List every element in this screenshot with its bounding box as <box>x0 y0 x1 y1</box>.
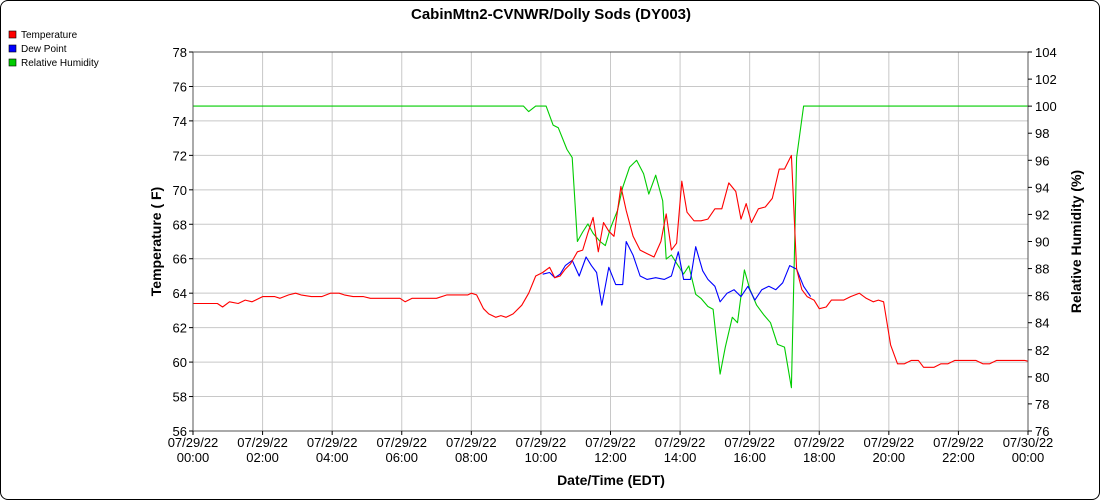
y-tick-label: 78 <box>173 45 187 60</box>
x-tick-label-time: 12:00 <box>594 450 627 465</box>
x-tick-label-date: 07/30/22 <box>1003 435 1054 450</box>
y-axis-title: Temperature ( F) <box>148 187 164 296</box>
legend-swatch-temperature <box>8 30 17 39</box>
y-tick-label: 60 <box>173 355 187 370</box>
x-tick-label-date: 07/29/22 <box>307 435 358 450</box>
y2-tick-label: 90 <box>1035 235 1049 250</box>
y-tick-label: 68 <box>173 217 187 232</box>
legend-item-temperature[interactable]: Temperature <box>8 30 78 41</box>
y2-tick-label: 96 <box>1035 153 1049 168</box>
x-tick-label-date: 07/29/22 <box>168 435 219 450</box>
series-line-dew-point <box>542 240 812 306</box>
x-tick-label-date: 07/29/22 <box>446 435 497 450</box>
y-tick-label: 76 <box>173 79 187 94</box>
y2-tick-label: 102 <box>1035 72 1057 87</box>
y2-tick-label: 88 <box>1035 262 1049 277</box>
y2-tick-label: 98 <box>1035 126 1049 141</box>
x-tick-label-date: 07/29/22 <box>516 435 567 450</box>
x-tick-label-date: 07/29/22 <box>794 435 845 450</box>
y-tick-label: 58 <box>173 390 187 405</box>
y2-tick-label: 104 <box>1035 45 1057 60</box>
y2-tick-label: 80 <box>1035 370 1049 385</box>
legend-label-temperature: Temperature <box>21 30 78 41</box>
y2-tick-label: 92 <box>1035 207 1049 222</box>
y2-tick-label: 78 <box>1035 397 1049 412</box>
x-tick-label-date: 07/29/22 <box>376 435 427 450</box>
x-tick-label-time: 14:00 <box>664 450 697 465</box>
y-tick-label: 64 <box>173 286 187 301</box>
x-tick-label-time: 00:00 <box>1012 450 1045 465</box>
legend-swatch-relative-humidity <box>8 58 17 67</box>
y-tick-label: 74 <box>173 114 187 129</box>
x-tick-label-time: 20:00 <box>873 450 906 465</box>
gridlines <box>192 51 1029 432</box>
x-tick-label-date: 07/29/22 <box>585 435 636 450</box>
legend-item-dew-point[interactable]: Dew Point <box>8 44 67 55</box>
legend-label-relative-humidity: Relative Humidity <box>21 58 99 69</box>
x-tick-label-date: 07/29/22 <box>864 435 915 450</box>
x-tick-label-date: 07/29/22 <box>655 435 706 450</box>
x-tick-label-date: 07/29/22 <box>237 435 288 450</box>
x-tick-label-date: 07/29/22 <box>933 435 984 450</box>
y2-tick-label: 82 <box>1035 343 1049 358</box>
y-tick-label: 56 <box>173 424 187 439</box>
y2-tick-label: 76 <box>1035 424 1049 439</box>
legend-label-dew-point: Dew Point <box>21 44 67 55</box>
series-line-relative-humidity <box>193 105 1028 389</box>
y-tick-label: 66 <box>173 252 187 267</box>
series-line-temperature <box>193 154 1028 368</box>
y2-tick-label: 94 <box>1035 180 1049 195</box>
y2-tick-label: 86 <box>1035 289 1049 304</box>
y-tick-label: 72 <box>173 148 187 163</box>
x-tick-label-time: 02:00 <box>246 450 279 465</box>
axis-ticks: 07/29/2200:0007/29/2202:0007/29/2204:000… <box>168 45 1057 465</box>
x-tick-label-date: 07/29/22 <box>724 435 775 450</box>
legend-item-relative-humidity[interactable]: Relative Humidity <box>8 58 99 69</box>
y-tick-label: 70 <box>173 183 187 198</box>
x-tick-label-time: 04:00 <box>316 450 349 465</box>
y2-tick-label: 100 <box>1035 99 1057 114</box>
y2-axis-title: Relative Humidity (%) <box>1068 170 1084 313</box>
chart-title: CabinMtn2-CVNWR/Dolly Sods (DY003) <box>411 6 691 23</box>
x-tick-label-time: 16:00 <box>733 450 766 465</box>
y2-tick-label: 84 <box>1035 316 1049 331</box>
legend-swatch-dew-point <box>8 44 17 53</box>
legend: Temperature Dew Point Relative Humidity <box>8 30 99 69</box>
x-tick-label-time: 10:00 <box>525 450 558 465</box>
series-layer <box>193 105 1028 389</box>
x-tick-label-time: 06:00 <box>385 450 418 465</box>
x-tick-label-time: 00:00 <box>177 450 210 465</box>
x-tick-label-time: 08:00 <box>455 450 488 465</box>
x-axis-title: Date/Time (EDT) <box>557 472 665 488</box>
x-tick-label-time: 18:00 <box>803 450 836 465</box>
y-tick-label: 62 <box>173 321 187 336</box>
x-tick-label-time: 22:00 <box>942 450 975 465</box>
